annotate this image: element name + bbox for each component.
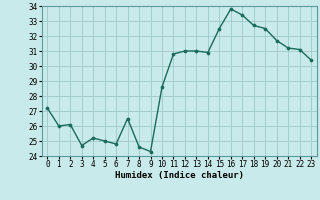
X-axis label: Humidex (Indice chaleur): Humidex (Indice chaleur) xyxy=(115,171,244,180)
